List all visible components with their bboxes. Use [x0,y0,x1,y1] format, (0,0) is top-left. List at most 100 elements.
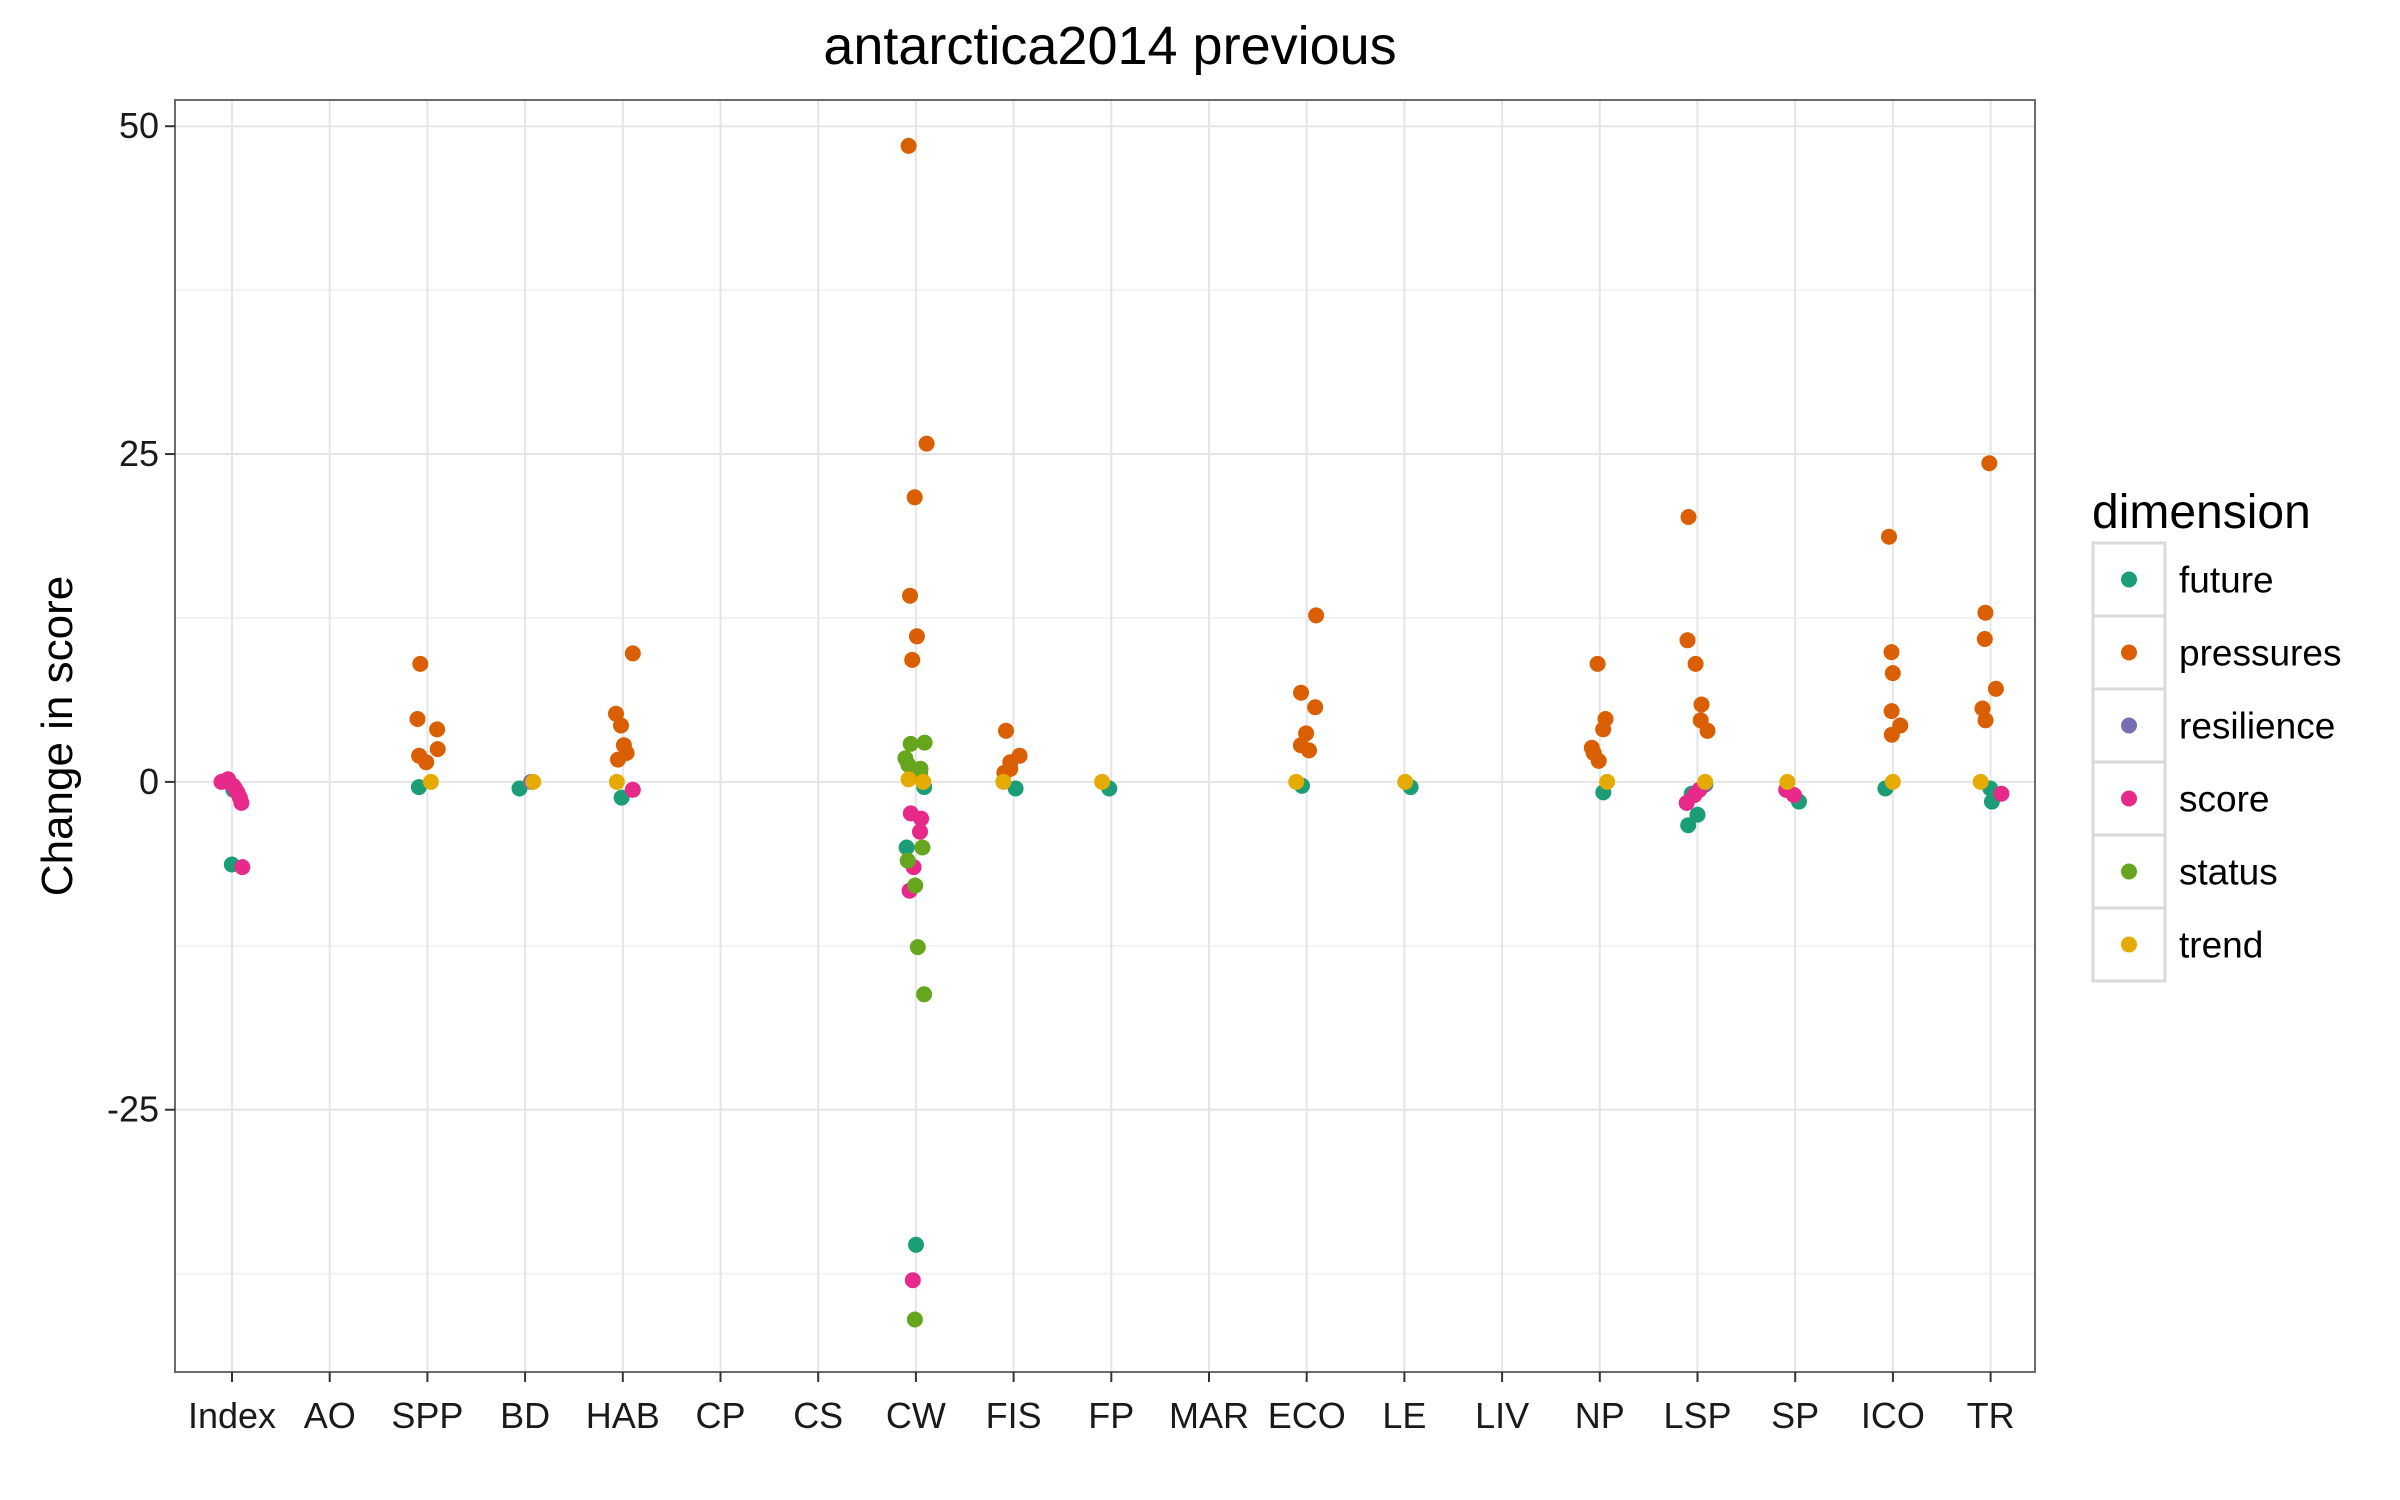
legend-swatch-future [2121,571,2137,588]
point-pressures [900,137,917,154]
point-trend [1779,773,1796,790]
point-trend [900,771,917,788]
point-status [909,939,926,956]
point-status [916,734,933,751]
y-axis: -25 0 25 50 [107,105,175,1130]
point-trend [1884,773,1901,790]
x-tick-label: SP [1771,1395,1819,1436]
point-score [220,771,237,788]
point-pressures [613,717,629,734]
point-pressures [1883,703,1900,720]
point-pressures [412,655,429,672]
legend-key-pressures [2091,614,2167,691]
x-tick-label: CS [793,1395,843,1436]
point-trend [1094,773,1111,790]
data-points [213,137,2010,1328]
y-tick-label: 50 [119,105,159,146]
point-score [912,823,928,840]
point-pressures [902,587,918,604]
point-trend [1697,773,1714,790]
point-trend [608,773,625,790]
point-pressures [1687,655,1704,672]
y-tick-label: 0 [139,761,159,802]
chart-title: antarctica2014 previous [823,16,1396,76]
point-pressures [998,722,1014,739]
x-tick-label: LE [1382,1395,1426,1436]
point-pressures [1883,726,1900,743]
legend-label-pressures: pressures [2179,633,2341,674]
point-future [1689,806,1706,823]
point-pressures [1589,655,1606,672]
point-pressures [429,741,446,758]
point-trend [1397,773,1414,790]
point-score [904,1272,921,1289]
plot-border [174,99,2036,1373]
point-pressures [1884,665,1901,682]
legend-swatch-score [2121,790,2137,807]
legend-label-resilience: resilience [2179,706,2335,747]
x-tick-label: CP [695,1395,745,1436]
point-trend [1599,773,1616,790]
point-future [613,789,630,806]
point-pressures [1977,712,1994,729]
point-status [900,756,917,773]
x-tick-label: CW [886,1395,946,1436]
point-pressures [1881,528,1897,545]
point-future [908,1236,924,1253]
x-tick-label: Index [188,1395,276,1436]
point-pressures [610,751,626,768]
x-axis: Index AO SPP BD HAB CP CS CW FIS FP MAR ECO LE LIV NP L… [188,1372,2015,1436]
minor-grid [175,289,2035,1275]
point-score [624,781,641,798]
point-status [914,839,931,856]
point-status [899,852,916,869]
x-tick-label: ICO [1861,1395,1925,1436]
plot-background [175,100,2035,1372]
point-pressures [624,645,641,662]
y-axis-title: Change in score [33,576,82,896]
point-trend [1288,773,1305,790]
point-pressures [1293,684,1309,701]
point-pressures [1301,742,1317,759]
point-future [1007,780,1024,797]
point-status [907,877,924,894]
point-pressures [1977,604,1994,621]
x-tick-label: AO [304,1395,356,1436]
x-tick-label: LIV [1475,1395,1529,1436]
point-status [906,1311,923,1328]
point-trend [995,773,1012,790]
x-tick-label: SPP [391,1395,463,1436]
legend-label-trend: trend [2179,925,2263,966]
point-score [234,859,251,876]
x-tick-label: FP [1088,1395,1134,1436]
point-trend [422,773,439,790]
x-tick-label: MAR [1169,1395,1249,1436]
point-pressures [1590,752,1607,769]
legend-label-status: status [2179,852,2278,893]
point-trend [915,773,932,790]
point-pressures [1883,644,1900,661]
point-pressures [1976,631,1993,647]
point-pressures [418,754,435,771]
legend-swatch-resilience [2121,717,2137,734]
point-pressures [904,651,921,668]
point-pressures [429,721,446,738]
point-trend [1972,773,1989,790]
legend-swatch-status [2121,863,2137,880]
x-tick-label: TR [1967,1395,2015,1436]
point-pressures [918,435,935,452]
legend-label-future: future [2179,560,2274,601]
point-pressures [1699,722,1716,739]
point-pressures [409,711,426,727]
x-tick-label: NP [1575,1395,1625,1436]
legend-swatch-trend [2121,936,2137,953]
point-pressures [1307,699,1324,716]
legend-label-score: score [2179,779,2269,820]
legend-swatch-pressures [2121,644,2137,661]
point-status [902,735,919,752]
point-pressures [1679,632,1696,649]
point-score [1993,785,2010,802]
point-pressures [1680,509,1697,525]
point-trend [525,773,542,790]
